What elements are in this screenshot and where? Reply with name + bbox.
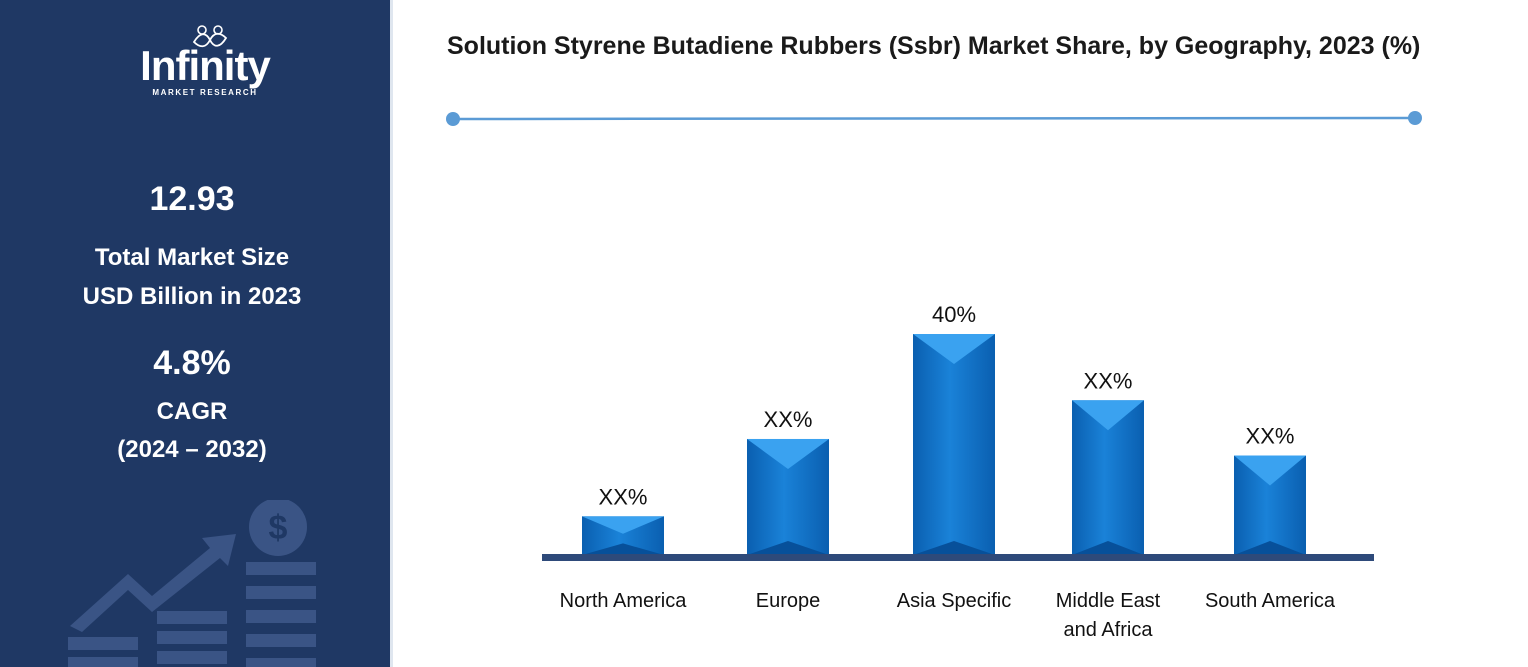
brand-logo: Infinity MARKET RESEARCH bbox=[130, 24, 280, 100]
data-label: XX% bbox=[764, 407, 813, 432]
bar-bottom-bevel bbox=[913, 541, 995, 555]
bar-2 bbox=[747, 438, 829, 555]
chart-title: Solution Styrene Butadiene Rubbers (Ssbr… bbox=[447, 32, 1421, 60]
data-label: XX% bbox=[1246, 424, 1295, 449]
bar-5 bbox=[1234, 455, 1306, 555]
data-label: XX% bbox=[1084, 368, 1133, 393]
cagr-period: (2024 – 2032) bbox=[117, 436, 267, 463]
category-label-line: Asia Specific bbox=[897, 590, 1012, 612]
cagr-label: CAGR bbox=[156, 398, 228, 425]
title-accent-line bbox=[446, 111, 1422, 126]
bar-top-bevel bbox=[913, 334, 995, 364]
bar-4 bbox=[1072, 400, 1144, 555]
dollar-coin-icon: $ bbox=[249, 500, 307, 556]
bar-stack-icon bbox=[68, 562, 316, 667]
bar-1 bbox=[582, 516, 664, 555]
brand-name: Infinity bbox=[140, 42, 271, 89]
bar-top-bevel bbox=[582, 516, 664, 534]
sidebar-panel: Infinity MARKET RESEARCH 12.93 Total Mar… bbox=[0, 0, 390, 667]
category-label: North America bbox=[560, 590, 688, 612]
rising-arrow-icon bbox=[70, 534, 236, 632]
cagr-value: 4.8% bbox=[153, 344, 231, 382]
brand-tagline: MARKET RESEARCH bbox=[152, 88, 258, 97]
bar-body bbox=[913, 334, 995, 555]
category-label-line: North America bbox=[560, 590, 688, 612]
bar-top-bevel bbox=[1234, 455, 1306, 486]
category-label: Europe bbox=[756, 590, 821, 612]
bar-chart: XX% North America XX% Europe 40% Asia Specifi… bbox=[542, 302, 1374, 641]
category-label: South America bbox=[1205, 590, 1336, 612]
data-label: 40% bbox=[932, 302, 976, 327]
category-label: Middle East and Africa bbox=[1056, 590, 1161, 641]
category-label: Asia Specific bbox=[897, 590, 1012, 612]
bar-bottom-bevel bbox=[582, 543, 664, 555]
bars-layer bbox=[582, 334, 1306, 555]
market-size-label: Total Market Size bbox=[94, 244, 290, 271]
bar-3 bbox=[913, 334, 995, 555]
bar-bottom-bevel bbox=[747, 541, 829, 555]
category-label-line: and Africa bbox=[1064, 619, 1154, 641]
labels-layer: XX% North America XX% Europe 40% Asia Specifi… bbox=[560, 302, 1336, 641]
bar-bottom-bevel bbox=[1234, 541, 1306, 555]
svg-text:$: $ bbox=[269, 509, 288, 547]
infinity-logo-icon bbox=[192, 25, 228, 48]
data-label: XX% bbox=[599, 484, 648, 509]
category-label-line: South America bbox=[1205, 590, 1336, 612]
growth-decoration: $ bbox=[68, 500, 316, 667]
bar-top-bevel bbox=[747, 438, 829, 469]
chart-baseline bbox=[542, 554, 1374, 561]
market-size-value: 12.93 bbox=[149, 180, 235, 218]
bar-top-bevel bbox=[1072, 400, 1144, 431]
bar-bottom-bevel bbox=[1072, 541, 1144, 555]
category-label-line: Middle East bbox=[1056, 590, 1161, 612]
market-size-unit: USD Billion in 2023 bbox=[82, 283, 302, 310]
category-label-line: Europe bbox=[756, 590, 821, 612]
sidebar-divider bbox=[390, 0, 393, 667]
